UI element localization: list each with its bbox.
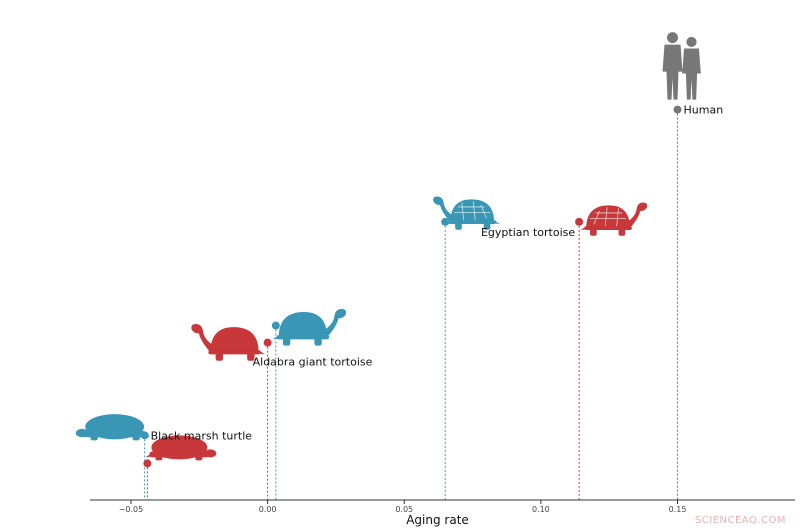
tortoise-icon	[191, 323, 266, 361]
data-point	[441, 217, 450, 226]
point-labels: Black marsh turtle Aldabra giant tortoise…	[151, 104, 724, 443]
x-tick-label: 0.10	[532, 505, 550, 514]
watermark: SCIENCEAQ.COM	[694, 515, 786, 526]
point-label: Aldabra giant tortoise	[253, 356, 373, 369]
tortoise-icon	[272, 308, 347, 346]
data-point	[143, 459, 152, 468]
x-tick-label: −0.05	[119, 505, 144, 514]
turtle-icon	[145, 435, 217, 461]
drop-lines	[144, 113, 678, 500]
x-axis-label: Aging rate	[406, 513, 469, 527]
data-points	[140, 105, 682, 468]
turtle-icon	[75, 414, 151, 441]
point-label: Egyptian tortoise	[481, 226, 575, 239]
x-tick-label: 0.15	[669, 505, 687, 514]
x-tick-label: 0.00	[259, 505, 277, 514]
tortoise-icon	[580, 202, 648, 236]
x-axis-ticks: −0.05 0.00 0.05 0.10 0.15	[119, 500, 687, 514]
tortoise-icon	[433, 196, 500, 230]
data-point	[575, 217, 584, 226]
data-point	[140, 431, 149, 440]
human-icon	[662, 32, 701, 100]
data-point	[263, 338, 272, 347]
data-point	[271, 321, 280, 330]
x-tick-label: 0.05	[395, 505, 413, 514]
point-label: Human	[684, 104, 724, 117]
species-icons	[75, 32, 701, 461]
data-point	[673, 105, 682, 114]
point-label: Black marsh turtle	[151, 429, 253, 442]
